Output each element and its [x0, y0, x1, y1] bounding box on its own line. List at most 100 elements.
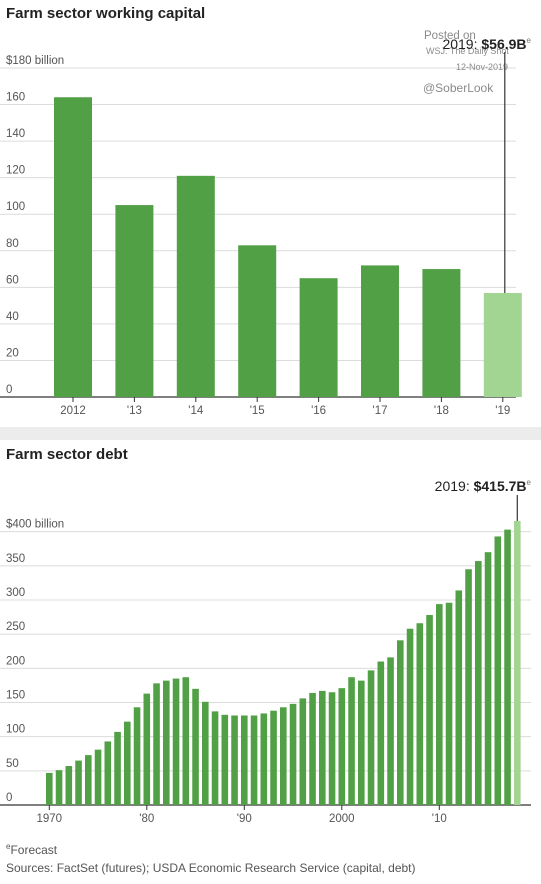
bar	[455, 590, 463, 805]
y-tick-label: 0	[6, 384, 12, 396]
bar	[221, 714, 229, 805]
bar-series	[54, 97, 522, 397]
y-tick-label: 150	[6, 690, 25, 702]
forecast-note-mark: e	[6, 842, 11, 851]
working-capital-panel: Farm sector working capital 0 20 40 60 80 100…	[0, 0, 541, 427]
bar	[289, 703, 297, 805]
bar	[309, 692, 316, 805]
bar	[358, 680, 365, 805]
y-tick-label: 60	[6, 274, 19, 286]
bar	[328, 692, 336, 805]
y-tick-label: 40	[6, 311, 19, 323]
bar	[143, 693, 151, 805]
forecast-mark: e	[527, 478, 532, 487]
chart-title: Farm sector debt	[6, 446, 128, 463]
y-tick-label: 50	[6, 758, 19, 770]
bar	[176, 175, 215, 397]
x-tick-label: 2000	[329, 813, 355, 825]
bar	[465, 569, 472, 805]
bar	[416, 623, 424, 805]
sources-note: Sources: FactSet (futures); USDA Economi…	[6, 861, 416, 875]
bar	[172, 678, 180, 805]
bar	[65, 766, 73, 805]
bar	[426, 615, 433, 805]
x-tick-label: '18	[434, 405, 449, 417]
bar	[319, 690, 326, 805]
watermark: Posted on WSJ. The Daily Shot 12-Nov-201…	[423, 30, 509, 95]
bar	[260, 713, 268, 805]
forecast-mark: e	[527, 36, 532, 45]
bar	[75, 760, 82, 805]
y-tick-label: 160	[6, 92, 25, 104]
axis-ticks: 0 20 40 60 80 100 120 140 160 $180 billion 2012 '13…	[6, 55, 510, 417]
y-tick-label: 100	[6, 201, 25, 213]
bar	[211, 711, 219, 805]
callout-label: 2019: $415.7Be	[435, 478, 532, 494]
callout-value: $415.7B	[474, 478, 527, 494]
y-tick-label: $400 billion	[6, 519, 64, 531]
bar	[406, 628, 414, 805]
bar	[338, 688, 346, 805]
working-capital-chart: Farm sector working capital 0 20 40 60 80 100…	[0, 5, 532, 417]
watermark-posted-on: Posted on	[424, 30, 476, 42]
bar	[361, 265, 399, 397]
bar	[192, 688, 199, 805]
callout-prefix: 2019:	[435, 478, 474, 494]
bar	[104, 741, 112, 805]
bar	[436, 604, 443, 805]
bar	[238, 245, 277, 397]
callout: 2019: $415.7Be	[435, 478, 532, 521]
bar	[46, 772, 53, 805]
x-tick-label: '16	[311, 405, 326, 417]
callout-prefix: 2019:	[442, 36, 481, 52]
bar	[299, 698, 307, 805]
bar	[114, 731, 121, 805]
y-tick-label: 100	[6, 724, 25, 736]
bar	[348, 677, 355, 805]
bar	[133, 707, 141, 805]
forecast-note: eForecast	[6, 842, 57, 857]
x-tick-label: '15	[250, 405, 265, 417]
bar	[367, 670, 375, 805]
bar	[483, 292, 522, 397]
y-tick-label: 300	[6, 587, 25, 599]
x-tick-label: 2012	[60, 405, 86, 417]
y-tick-label: 120	[6, 165, 25, 177]
bar-series	[46, 520, 521, 805]
y-tick-label: 80	[6, 238, 19, 250]
x-tick-label: '17	[373, 405, 388, 417]
axis-ticks: 0 50 100 150 200 250 300 350 $400 billion 1970 '80…	[6, 519, 447, 825]
farm-debt-panel: Farm sector debt 0 50 100 150 200 250 300 350 $4…	[0, 440, 541, 884]
panel-divider	[0, 427, 541, 440]
x-tick-label: '90	[237, 813, 252, 825]
farm-debt-chart: Farm sector debt 0 50 100 150 200 250 300 350 $4…	[0, 446, 532, 825]
y-tick-label: 350	[6, 553, 25, 565]
bar	[55, 770, 63, 805]
x-tick-label: 1970	[37, 813, 63, 825]
bar	[387, 657, 394, 805]
bar	[163, 680, 170, 805]
x-tick-label: '19	[495, 405, 510, 417]
bar	[484, 552, 492, 805]
y-tick-label: 200	[6, 655, 25, 667]
bar	[85, 755, 92, 805]
bar	[54, 97, 92, 397]
bar	[475, 561, 482, 805]
bar	[299, 278, 338, 397]
bar	[445, 602, 453, 805]
x-tick-label: '10	[432, 813, 447, 825]
bar	[115, 205, 154, 397]
bar	[241, 715, 248, 805]
forecast-note-text: Forecast	[10, 843, 58, 857]
watermark-source: WSJ. The Daily Shot	[426, 46, 509, 56]
bar	[124, 721, 131, 805]
y-tick-label: 0	[6, 792, 12, 804]
bar	[250, 715, 258, 805]
bar	[153, 683, 160, 805]
x-tick-label: '13	[127, 405, 142, 417]
bar	[182, 677, 190, 805]
chart-title: Farm sector working capital	[6, 5, 205, 22]
x-tick-label: '14	[188, 405, 204, 417]
y-tick-label: 250	[6, 621, 25, 633]
bar	[94, 749, 102, 805]
